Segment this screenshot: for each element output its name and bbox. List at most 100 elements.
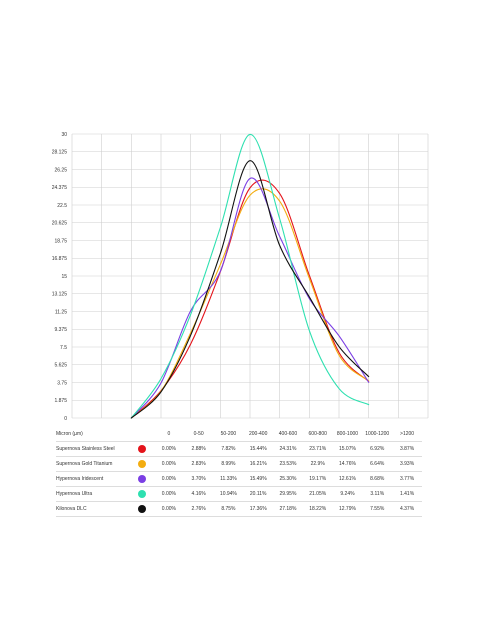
y-tick-label: 18.75: [54, 238, 67, 244]
y-tick-label: 30: [61, 132, 67, 138]
table-header-cell: >1200: [392, 427, 422, 442]
table-cell: 19.17%: [302, 471, 333, 487]
table-cell: 23.53%: [273, 456, 303, 472]
series-name: Supernova Stainless Steel: [56, 441, 130, 457]
series-name: Kilonova DLC: [56, 501, 130, 517]
table-header-label: Micron (µm): [56, 427, 130, 442]
table-cell: 11.33%: [213, 471, 244, 487]
legend-swatch-cell: [130, 471, 154, 487]
table-row: Hypernova Ultra 0.00% 4.16% 10.94% 20.11% 29.…: [56, 486, 422, 502]
table-cell: 27.18%: [273, 501, 303, 517]
table-header-cell: 1000-1200: [362, 427, 393, 442]
table-cell: 8.99%: [213, 456, 244, 472]
table-cell: 3.93%: [392, 456, 422, 472]
table-cell: 2.88%: [183, 441, 214, 457]
table-cell: 0.00%: [154, 441, 184, 457]
table-row: Supernova Gold Titanium 0.00% 2.83% 8.99% 16…: [56, 456, 422, 472]
table-cell: 15.07%: [332, 441, 363, 457]
table-cell: 21.05%: [302, 486, 333, 502]
legend-dot-icon: [138, 505, 146, 513]
table-cell: 4.37%: [392, 501, 422, 517]
table-cell: 2.83%: [183, 456, 214, 472]
table-header-cell: 0: [154, 427, 184, 442]
legend-swatch-cell: [130, 501, 154, 517]
series-line-2: [130, 188, 370, 419]
table-cell: 0.00%: [154, 471, 184, 487]
table-cell: 15.49%: [243, 471, 274, 487]
legend-dot-icon: [138, 475, 146, 483]
table-cell: 0.00%: [154, 456, 184, 472]
y-tick-label: 0: [64, 416, 67, 422]
series-line-5: [130, 160, 370, 419]
table-cell: 20.11%: [243, 486, 274, 502]
y-tick-label: 9.375: [54, 327, 67, 333]
y-tick-label: 28.125: [52, 150, 68, 156]
table-cell: 16.21%: [243, 456, 274, 472]
table-cell: 10.94%: [213, 486, 244, 502]
table-header-cell: 0-50: [183, 427, 214, 442]
grid: [71, 133, 429, 419]
table-cell: 3.11%: [362, 486, 393, 502]
legend-dot-icon: [138, 490, 146, 498]
table-cell: 15.44%: [243, 441, 274, 457]
y-tick-label: 13.125: [52, 292, 68, 298]
y-tick-label: 5.625: [54, 363, 67, 369]
table-cell: 24.31%: [273, 441, 303, 457]
table-cell: 2.76%: [183, 501, 214, 517]
y-axis-ticks: 0 1.875 3.75 5.625 7.5 9.375 11.25 13.125 15 16.8…: [52, 132, 68, 422]
series-name: Supernova Gold Titanium: [56, 456, 130, 472]
table-header-row: Micron (µm) 0 0-50 50-200 200-400 400-60…: [56, 427, 422, 442]
series-line-4: [130, 133, 370, 419]
legend-swatch-cell: [130, 486, 154, 502]
table-row: Kilonova DLC 0.00% 2.76% 8.75% 17.36% 27.18% 1…: [56, 501, 422, 517]
table-header-cell: 400-600: [273, 427, 303, 442]
table-header-cell: 50-200: [213, 427, 244, 442]
table-cell: 0.00%: [154, 501, 184, 517]
y-tick-label: 16.875: [52, 256, 68, 262]
table-cell: 0.00%: [154, 486, 184, 502]
table-cell: 4.16%: [183, 486, 214, 502]
legend-dot-icon: [138, 445, 146, 453]
y-tick-label: 20.625: [52, 221, 68, 227]
table-header-cell: 800-1000: [332, 427, 363, 442]
table-cell: 12.61%: [332, 471, 363, 487]
table-cell: 1.41%: [392, 486, 422, 502]
y-tick-label: 1.875: [54, 398, 67, 404]
data-table: Micron (µm) 0 0-50 50-200 200-400 400-60…: [56, 427, 422, 517]
y-tick-label: 11.25: [55, 309, 67, 315]
table-cell: 17.36%: [243, 501, 274, 517]
table-cell: 25.30%: [273, 471, 303, 487]
y-tick-label: 7.5: [60, 345, 67, 351]
table-cell: 12.79%: [332, 501, 363, 517]
y-tick-label: 3.75: [57, 380, 67, 386]
table-cell: 9.24%: [332, 486, 363, 502]
y-tick-label: 24.375: [52, 185, 68, 191]
table-row: Supernova Stainless Steel 0.00% 2.88% 7.82%…: [56, 441, 422, 457]
table-body: Supernova Stainless Steel 0.00% 2.88% 7.82%…: [56, 441, 422, 517]
table-cell: 14.76%: [332, 456, 363, 472]
series-lines: [130, 133, 370, 419]
table-row: Hypernova Iridescent 0.00% 3.70% 11.33% 15.4…: [56, 471, 422, 487]
table-cell: 3.77%: [392, 471, 422, 487]
series-line-1: [130, 179, 370, 419]
table-cell: 6.92%: [362, 441, 393, 457]
y-tick-label: 15: [61, 274, 67, 280]
table-cell: 8.75%: [213, 501, 244, 517]
table-header-cell: 200-400: [243, 427, 274, 442]
table-cell: 7.55%: [362, 501, 393, 517]
table-header-cell: 600-800: [302, 427, 333, 442]
table-cell: 6.64%: [362, 456, 393, 472]
table-cell: 3.70%: [183, 471, 214, 487]
table-cell: 3.87%: [392, 441, 422, 457]
table-cell: 23.71%: [302, 441, 333, 457]
y-tick-label: 22.5: [57, 203, 67, 209]
legend-swatch-cell: [130, 456, 154, 472]
table-cell: 8.68%: [362, 471, 393, 487]
table-cell: 22.9%: [302, 456, 333, 472]
table-header-spacer: [130, 427, 154, 442]
legend-swatch-cell: [130, 441, 154, 457]
y-tick-label: 26.25: [54, 167, 67, 173]
series-name: Hypernova Iridescent: [56, 471, 130, 487]
legend-dot-icon: [138, 460, 146, 468]
